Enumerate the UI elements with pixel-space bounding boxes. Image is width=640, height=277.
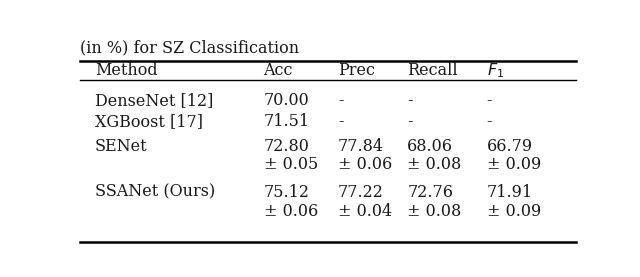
Text: -: - bbox=[408, 113, 413, 130]
Text: 72.76: 72.76 bbox=[408, 184, 453, 201]
Text: 71.51: 71.51 bbox=[264, 113, 310, 130]
Text: ± 0.04: ± 0.04 bbox=[338, 203, 392, 220]
Text: ± 0.06: ± 0.06 bbox=[338, 156, 392, 173]
Text: 77.22: 77.22 bbox=[338, 184, 384, 201]
Text: $F_1$: $F_1$ bbox=[486, 61, 504, 80]
Text: (in %) for SZ Classification: (in %) for SZ Classification bbox=[80, 40, 299, 57]
Text: ± 0.08: ± 0.08 bbox=[408, 156, 461, 173]
Text: 68.06: 68.06 bbox=[408, 138, 453, 155]
Text: DenseNet [12]: DenseNet [12] bbox=[95, 92, 213, 109]
Text: 72.80: 72.80 bbox=[264, 138, 309, 155]
Text: -: - bbox=[486, 113, 492, 130]
Text: ± 0.09: ± 0.09 bbox=[486, 156, 541, 173]
Text: 66.79: 66.79 bbox=[486, 138, 533, 155]
Text: Prec: Prec bbox=[338, 62, 375, 79]
Text: -: - bbox=[486, 92, 492, 109]
Text: -: - bbox=[408, 92, 413, 109]
Text: 77.84: 77.84 bbox=[338, 138, 384, 155]
Text: -: - bbox=[338, 113, 344, 130]
Text: Recall: Recall bbox=[408, 62, 458, 79]
Text: -: - bbox=[338, 92, 344, 109]
Text: ± 0.06: ± 0.06 bbox=[264, 203, 318, 220]
Text: 71.91: 71.91 bbox=[486, 184, 533, 201]
Text: ± 0.05: ± 0.05 bbox=[264, 156, 318, 173]
Text: ± 0.09: ± 0.09 bbox=[486, 203, 541, 220]
Text: SSANet (Ours): SSANet (Ours) bbox=[95, 184, 215, 201]
Text: 70.00: 70.00 bbox=[264, 92, 309, 109]
Text: 75.12: 75.12 bbox=[264, 184, 310, 201]
Text: Method: Method bbox=[95, 62, 157, 79]
Text: SENet: SENet bbox=[95, 138, 147, 155]
Text: XGBoost [17]: XGBoost [17] bbox=[95, 113, 203, 130]
Text: ± 0.08: ± 0.08 bbox=[408, 203, 461, 220]
Text: Acc: Acc bbox=[264, 62, 293, 79]
